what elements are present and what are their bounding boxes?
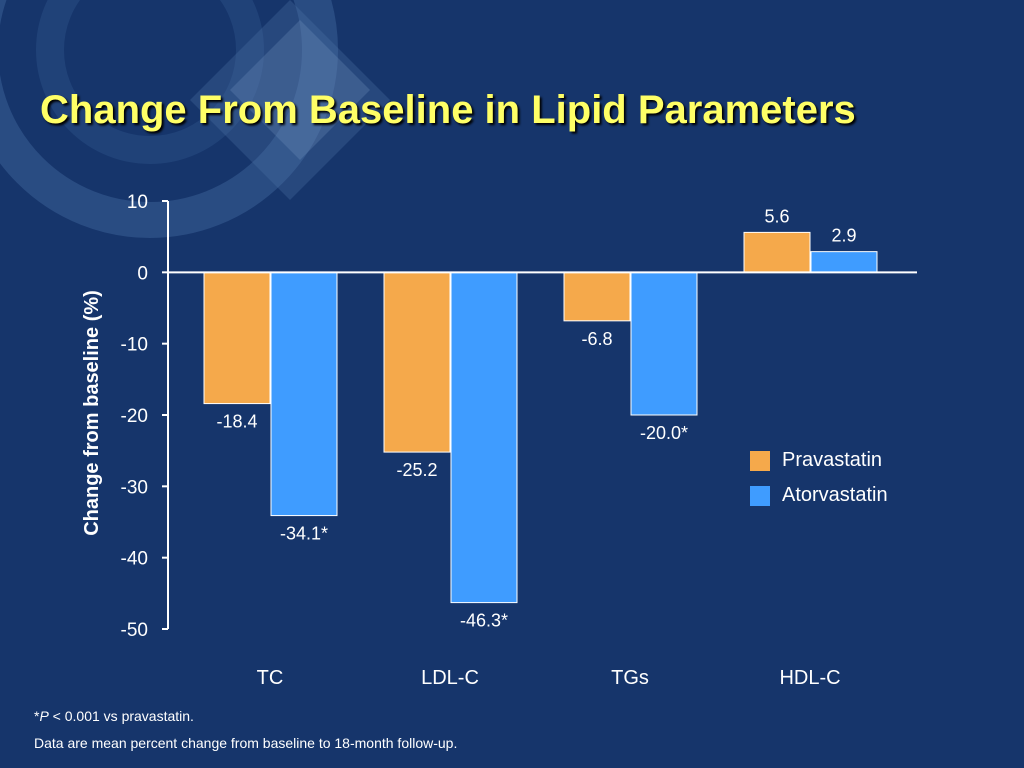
y-tick-label: -10 <box>121 335 148 356</box>
category-label-tc: TC <box>257 667 284 689</box>
legend: Pravastatin Atorvastatin <box>750 443 888 513</box>
bar-chart: Change from baseline (%) 10 0 -10 -20 -30 -40… <box>81 192 917 689</box>
footnote-star: * <box>34 708 40 724</box>
data-label-atorvastatin-hdl-c: 2.9 <box>831 226 856 246</box>
bar-atorvastatin-ldl-c <box>450 271 518 604</box>
data-label-atorvastatin-ldl-c: -46.3* <box>460 611 508 631</box>
y-tick-label: 0 <box>137 263 148 284</box>
legend-item-pravastatin: Pravastatin <box>750 443 888 478</box>
data-label-atorvastatin-tgs: -20.0* <box>640 423 688 443</box>
legend-label-pravastatin: Pravastatin <box>782 449 883 471</box>
y-tick-label: 10 <box>127 192 148 213</box>
data-label-pravastatin-tc: -18.4 <box>216 412 257 432</box>
y-tick-label: -20 <box>121 406 148 427</box>
legend-swatch-atorvastatin <box>750 485 770 506</box>
y-tick-label: -50 <box>121 620 148 641</box>
legend-item-atorvastatin: Atorvastatin <box>750 478 888 513</box>
bars-group <box>203 231 878 604</box>
bar-pravastatin-hdl-c <box>743 231 811 273</box>
legend-swatch-pravastatin <box>750 450 770 471</box>
category-label-hdl-c: HDL-C <box>779 667 840 689</box>
bar-atorvastatin-tgs <box>630 271 698 416</box>
data-label-atorvastatin-tc: -34.1* <box>280 524 328 544</box>
category-label-tgs: TGs <box>611 667 649 689</box>
y-tick-label: -40 <box>121 549 148 570</box>
bar-pravastatin-ldl-c <box>383 271 451 453</box>
data-label-pravastatin-hdl-c: 5.6 <box>764 206 789 226</box>
data-label-pravastatin-ldl-c: -25.2 <box>396 460 437 480</box>
y-tick-label: -30 <box>121 477 148 498</box>
legend-label-atorvastatin: Atorvastatin <box>782 484 888 506</box>
data-labels-group: -18.4 -34.1* -25.2 -46.3* -6.8 -20.0* 5.6 2.9 <box>216 206 856 630</box>
slide-title: Change From Baseline in Lipid Parameters <box>40 88 856 132</box>
footnote-p-symbol: P <box>39 708 49 724</box>
bar-pravastatin-tc <box>203 271 271 405</box>
bar-pravastatin-tgs <box>563 271 631 322</box>
y-axis-label: Change from baseline (%) <box>81 290 103 536</box>
data-description-footnote: Data are mean percent change from baseli… <box>34 735 458 751</box>
category-labels-group: TC LDL-C TGs HDL-C <box>257 667 841 689</box>
data-label-pravastatin-tgs: -6.8 <box>581 329 612 349</box>
bar-atorvastatin-hdl-c <box>810 251 878 273</box>
footnote-significance: < 0.001 vs pravastatin. <box>48 708 194 724</box>
category-label-ldl-c: LDL-C <box>421 667 479 689</box>
bar-atorvastatin-tc <box>270 271 338 517</box>
y-axis-ticks: 10 0 -10 -20 -30 -40 -50 <box>121 192 168 641</box>
significance-footnote: *P < 0.001 vs pravastatin. <box>34 708 194 724</box>
